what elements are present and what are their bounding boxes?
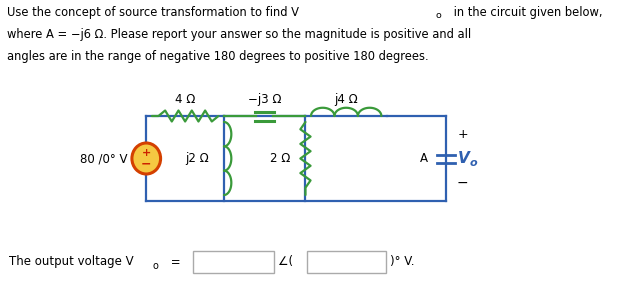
Circle shape (132, 143, 161, 174)
Text: 4 Ω: 4 Ω (175, 93, 196, 106)
Text: )° V.: )° V. (390, 256, 414, 269)
Text: o: o (153, 261, 159, 271)
Text: j4 Ω: j4 Ω (335, 93, 358, 106)
Text: −j3 Ω: −j3 Ω (248, 93, 282, 106)
Text: V: V (458, 151, 470, 166)
Bar (307, 251, 386, 273)
Text: o: o (469, 157, 477, 168)
Text: A: A (420, 152, 427, 165)
Text: −: − (141, 157, 151, 171)
Text: Use the concept of source transformation to find V: Use the concept of source transformation… (7, 6, 300, 19)
Text: angles are in the range of negative 180 degrees to positive 180 degrees.: angles are in the range of negative 180 … (7, 50, 429, 63)
Text: ∠(: ∠( (278, 256, 293, 269)
Text: −: − (457, 176, 468, 189)
Text: j2 Ω: j2 Ω (186, 152, 209, 165)
Text: in the circuit given below,: in the circuit given below, (450, 6, 602, 19)
Text: 80 /0° V: 80 /0° V (80, 152, 128, 165)
Text: The output voltage V: The output voltage V (9, 256, 134, 269)
Text: =: = (166, 256, 180, 269)
Text: +: + (141, 148, 151, 159)
Text: +: + (457, 128, 468, 141)
Text: 2 Ω: 2 Ω (270, 152, 291, 165)
Text: where A = −j6 Ω. Please report your answer so the magnitude is positive and all: where A = −j6 Ω. Please report your answ… (7, 28, 472, 41)
Text: o: o (435, 11, 441, 20)
Bar (193, 251, 274, 273)
